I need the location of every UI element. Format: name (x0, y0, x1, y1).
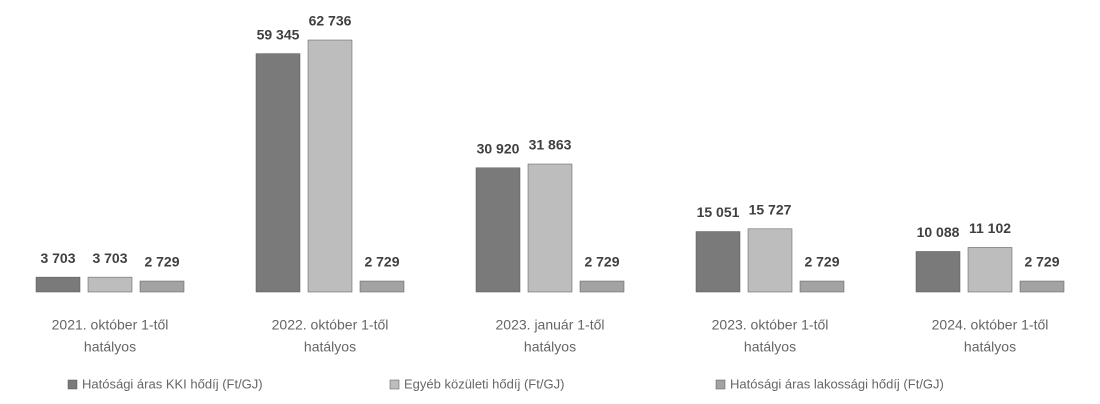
data-label: 2 729 (1024, 254, 1059, 270)
legend-label: Egyéb közületi hődíj (Ft/GJ) (404, 376, 564, 391)
bar (475, 167, 521, 293)
legend-label: Hatósági áras KKI hődíj (Ft/GJ) (82, 376, 263, 391)
x-tick-label: 2022. október 1-től (272, 317, 389, 333)
bar (1019, 280, 1065, 293)
x-tick-label: 2023. január 1-től (496, 317, 605, 333)
bar (527, 163, 573, 293)
bar (307, 39, 353, 293)
data-label: 3 703 (92, 250, 127, 266)
data-label: 10 088 (917, 224, 960, 240)
bar (255, 53, 301, 293)
bar (799, 280, 845, 293)
bar (747, 228, 793, 293)
data-label: 2 729 (804, 254, 839, 270)
data-label: 15 051 (697, 204, 740, 220)
x-tick-label: hatályos (84, 339, 136, 355)
data-label: 2 729 (364, 254, 399, 270)
bar (967, 247, 1013, 293)
data-label: 2 729 (584, 254, 619, 270)
bar (139, 280, 185, 293)
bar (915, 251, 961, 293)
x-tick-label: hatályos (744, 339, 796, 355)
data-label: 11 102 (969, 220, 1011, 236)
bar (35, 276, 81, 293)
bar (579, 280, 625, 293)
bar (695, 231, 741, 293)
x-tick-label: hatályos (524, 339, 576, 355)
bar (87, 276, 133, 293)
data-label: 30 920 (477, 141, 520, 157)
data-label: 2 729 (144, 254, 179, 270)
data-label: 15 727 (749, 202, 792, 218)
data-label: 62 736 (309, 13, 352, 29)
legend-swatch (67, 379, 78, 390)
x-tick-label: 2021. október 1-től (52, 317, 169, 333)
data-label: 31 863 (529, 137, 572, 153)
legend-swatch (389, 379, 400, 390)
x-tick-label: hatályos (964, 339, 1016, 355)
data-label: 3 703 (40, 250, 75, 266)
data-label: 59 345 (257, 26, 300, 42)
x-tick-label: 2023. október 1-től (712, 317, 829, 333)
x-tick-label: 2024. október 1-től (932, 317, 1049, 333)
legend-swatch (715, 379, 726, 390)
x-tick-label: hatályos (304, 339, 356, 355)
legend-label: Hatósági áras lakossági hődíj (Ft/GJ) (730, 376, 944, 391)
bar (359, 280, 405, 293)
